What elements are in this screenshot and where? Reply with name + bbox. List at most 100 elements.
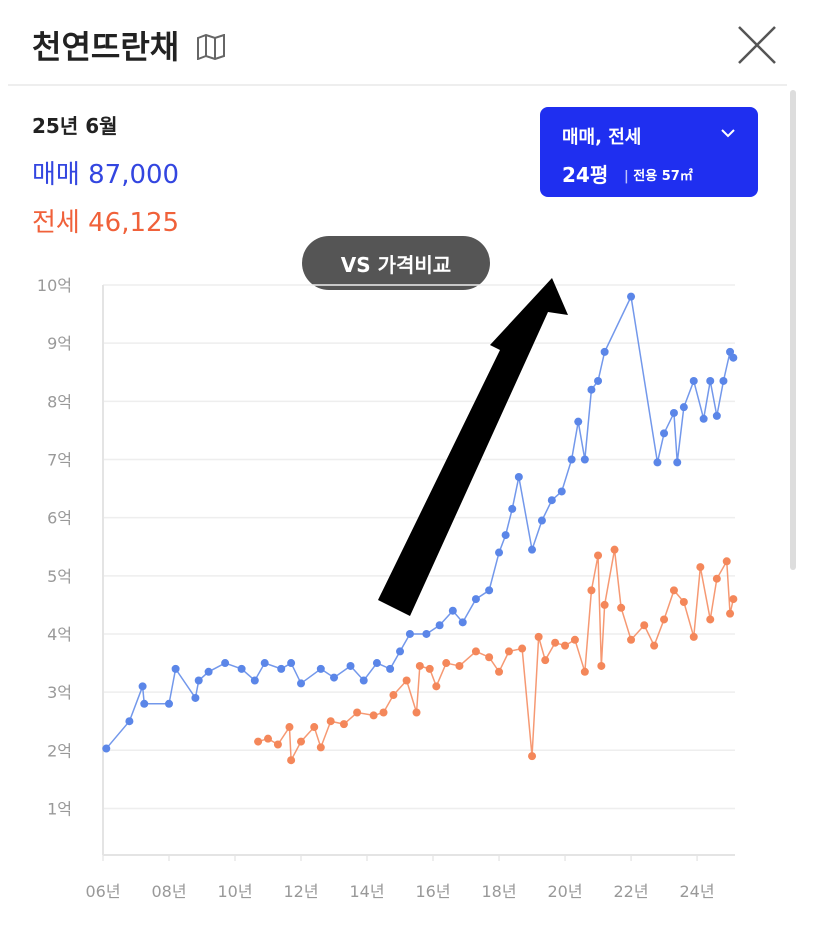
data-point <box>600 600 609 609</box>
x-tick-label: 12년 <box>283 882 318 901</box>
data-point <box>627 635 636 644</box>
y-tick-label: 8억 <box>47 392 72 411</box>
annotation-arrow <box>378 278 568 616</box>
data-point <box>412 708 421 717</box>
data-point <box>448 606 457 615</box>
y-tick-label: 1억 <box>47 799 72 818</box>
data-point <box>570 635 579 644</box>
data-point <box>660 615 669 624</box>
data-point <box>287 659 296 668</box>
data-point <box>204 667 213 676</box>
divider <box>8 84 787 86</box>
data-point <box>372 659 381 668</box>
data-point <box>726 347 735 356</box>
data-point <box>297 737 306 746</box>
data-point <box>191 693 200 702</box>
data-point <box>326 717 335 726</box>
scrollbar[interactable] <box>790 90 796 570</box>
y-tick-label: 10억 <box>37 276 72 295</box>
data-point <box>194 676 203 685</box>
data-point <box>537 516 546 525</box>
title: 천연뜨란채 <box>32 28 180 66</box>
sale-value: 87,000 <box>88 160 180 190</box>
sale-label: 매매 <box>32 160 80 190</box>
data-point <box>277 664 286 673</box>
data-point <box>617 603 626 612</box>
data-point <box>102 744 111 753</box>
data-point <box>557 487 566 496</box>
data-point <box>353 708 362 717</box>
data-point <box>285 723 294 732</box>
data-point <box>254 737 263 746</box>
data-point <box>567 455 576 464</box>
sale-row: 매매 87,000 <box>32 154 179 191</box>
data-point <box>551 638 560 647</box>
data-point <box>673 458 682 467</box>
close-button[interactable] <box>736 24 778 66</box>
selector[interactable]: 매매, 전세 24평 | 전용 57㎡ <box>540 107 758 197</box>
chart: 1억 2억 3억 4억 5억 6억 7억 8억 9억 10억 06년 08년 10년 12년 14년 16년 1… <box>37 276 738 901</box>
y-tick-label: 7억 <box>47 450 72 469</box>
data-point <box>495 548 504 557</box>
data-point <box>386 664 395 673</box>
data-point <box>689 632 698 641</box>
data-point <box>528 752 537 761</box>
data-point <box>719 376 728 385</box>
map-icon[interactable] <box>196 33 226 61</box>
x-tick-label: 20년 <box>547 882 582 901</box>
data-point <box>260 659 269 668</box>
compare-label: VS 가격비교 <box>340 252 452 277</box>
y-tick-label: 9억 <box>47 334 72 353</box>
chevron <box>721 129 735 138</box>
area-row: | 전용 57㎡ <box>624 169 693 184</box>
data-point <box>415 661 424 670</box>
data-point <box>471 647 480 656</box>
data-point <box>504 647 513 656</box>
data-point <box>580 667 589 676</box>
data-point <box>600 347 609 356</box>
data-point <box>425 664 434 673</box>
data-point <box>221 659 230 668</box>
data-point <box>359 676 368 685</box>
data-point <box>422 629 431 638</box>
data-point <box>547 496 556 505</box>
data-point <box>722 557 731 566</box>
data-point <box>729 353 738 362</box>
data-point <box>594 376 603 385</box>
data-point <box>442 659 451 668</box>
data-point <box>405 629 414 638</box>
data-point <box>669 408 678 417</box>
data-point <box>597 661 606 670</box>
x-tick-label: 16년 <box>415 882 450 901</box>
data-point <box>729 595 738 604</box>
y-tick-label: 2억 <box>47 741 72 760</box>
y-tick-label: 4억 <box>47 625 72 644</box>
data-point <box>237 664 246 673</box>
data-point <box>379 708 388 717</box>
compare-button[interactable]: VS 가격비교 <box>302 236 490 290</box>
data-point <box>435 621 444 630</box>
data-point <box>650 641 659 650</box>
data-point <box>458 618 467 627</box>
data-point <box>518 644 527 653</box>
deal-type: 매매, 전세 <box>562 127 642 148</box>
jeonse-value: 46,125 <box>88 208 180 238</box>
data-point <box>541 656 550 665</box>
data-point <box>455 661 464 670</box>
data-point <box>485 586 494 595</box>
data-point <box>660 429 669 438</box>
date: 25년 6월 <box>32 114 118 138</box>
data-point <box>706 615 715 624</box>
x-tick-label: 06년 <box>85 882 120 901</box>
data-point <box>250 676 259 685</box>
data-point <box>689 376 698 385</box>
data-point <box>587 385 596 394</box>
data-point <box>140 699 149 708</box>
data-point <box>316 664 325 673</box>
y-tick-label: 6억 <box>47 509 72 528</box>
data-point <box>706 376 715 385</box>
data-point <box>389 691 398 700</box>
data-point <box>534 632 543 641</box>
data-point <box>471 595 480 604</box>
data-point <box>310 723 319 732</box>
